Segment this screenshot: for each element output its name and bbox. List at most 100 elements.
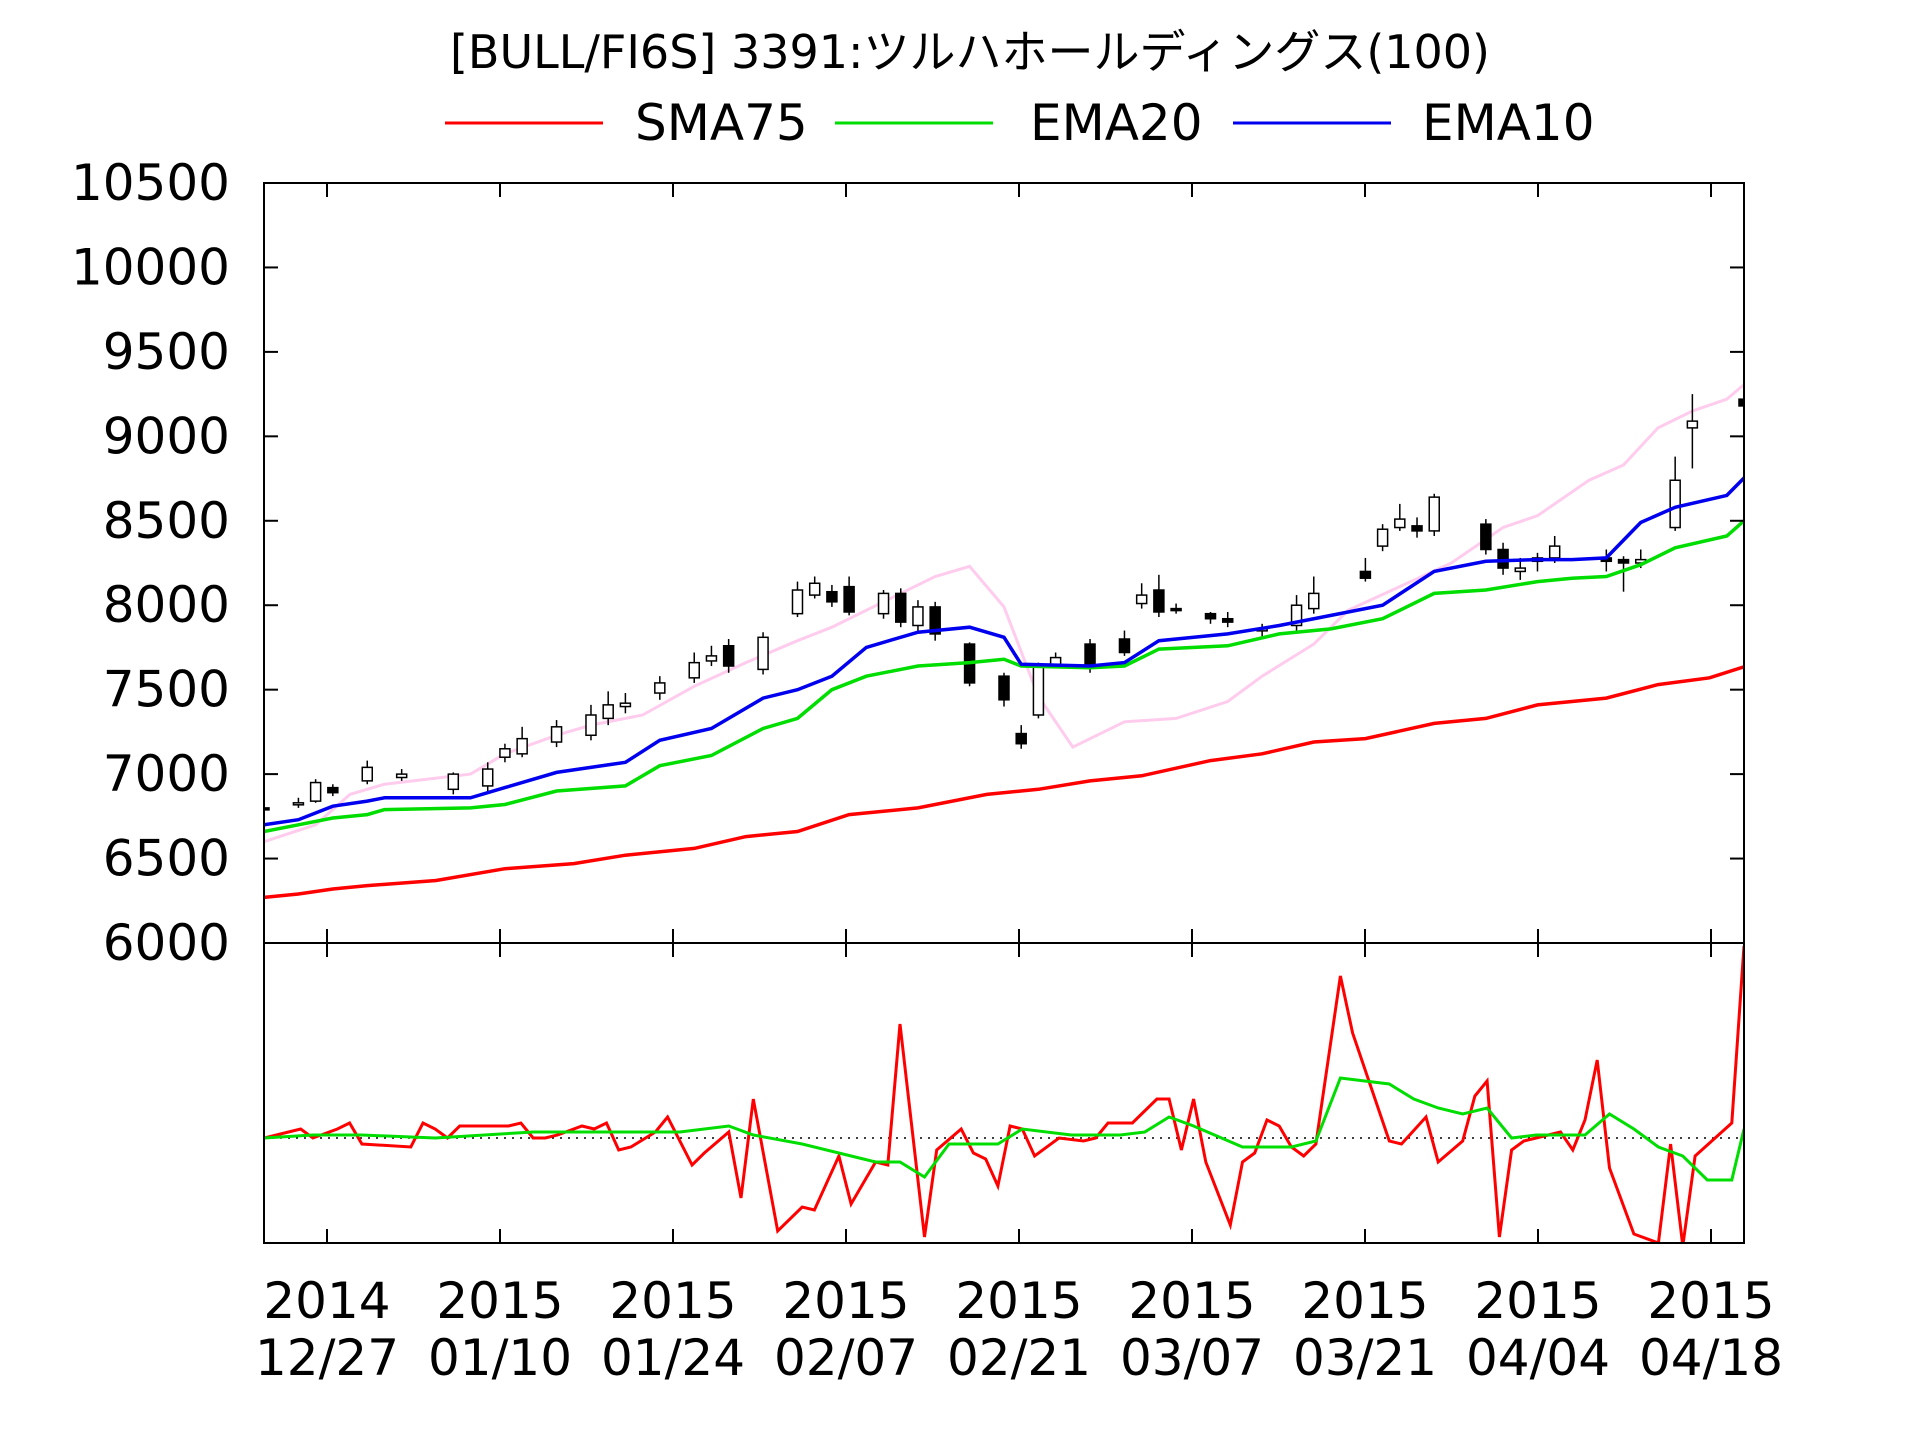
series-ema10 [264, 475, 1744, 827]
candle [1394, 503, 1406, 531]
candle [1135, 583, 1148, 609]
candle-body-down [826, 590, 838, 603]
candle [292, 797, 305, 808]
candle-body-down [1480, 523, 1492, 551]
candle [1497, 542, 1509, 575]
legend-label-sma75: SMA75 [635, 94, 808, 152]
candle [1308, 576, 1320, 614]
candle [894, 588, 907, 628]
candle [1359, 557, 1372, 582]
candle-body-up [602, 704, 614, 720]
candle [654, 676, 666, 700]
x-tick-year: 2015 [1474, 1272, 1601, 1330]
x-tick-year: 2015 [955, 1272, 1082, 1330]
x-tick-date: 01/10 [428, 1329, 572, 1387]
candle [1617, 556, 1630, 592]
candle [843, 576, 855, 616]
y-axis: 6000 6500 7000 7500 8000 8500 9000 9500 10000 105… [71, 154, 1744, 972]
x-tick-year: 2014 [263, 1272, 390, 1330]
candle [998, 672, 1010, 707]
envelope-line [264, 382, 1744, 844]
x-tick-year: 2015 [1647, 1272, 1774, 1330]
candle [688, 652, 700, 683]
oscillator-plot-frame [263, 942, 1745, 1244]
y-tick-label: 6000 [103, 914, 230, 972]
candle-body-down [327, 786, 339, 794]
x-tick-date: 02/07 [774, 1329, 918, 1387]
candle-body-down [1359, 570, 1372, 579]
candle-body-up [585, 714, 597, 737]
candle [1669, 456, 1681, 531]
x-tick-date: 04/04 [1466, 1329, 1610, 1387]
candle-body-down [843, 585, 855, 613]
candle [1153, 574, 1165, 618]
series-sma75 [264, 665, 1744, 900]
legend-label-ema20: EMA20 [1030, 94, 1203, 152]
oscillator-green-line [264, 1076, 1744, 1182]
y-tick-label: 9000 [103, 407, 230, 465]
candle-body-up [292, 802, 305, 806]
candle [826, 584, 838, 607]
candle-body-up [1135, 594, 1148, 605]
candle-body-up [619, 702, 632, 708]
candle-body-down [929, 606, 941, 635]
candle [1376, 524, 1389, 552]
x-tick-date: 04/18 [1639, 1329, 1783, 1387]
candle-body-down [1170, 607, 1182, 612]
candle-body-up [688, 661, 700, 679]
candle-body-down [264, 807, 270, 811]
x-axis: 201412/27201501/10201501/24201502/072015… [255, 183, 1783, 1387]
candle-body-up [309, 781, 322, 802]
candle-body-down [722, 645, 735, 667]
x-tick-date: 03/07 [1120, 1329, 1264, 1387]
x-tick-year: 2015 [1128, 1272, 1255, 1330]
candle-body-up [1376, 528, 1389, 547]
candle-body-up [877, 592, 890, 615]
candle [1290, 595, 1303, 631]
candle-body-up [1686, 420, 1699, 429]
candle-body-up [499, 748, 511, 758]
series-ema20 [264, 518, 1744, 834]
y-tick-label: 7000 [103, 745, 230, 803]
candle [705, 645, 718, 667]
candle [481, 762, 494, 791]
candle-body-down [998, 675, 1010, 701]
candle-body-up [1308, 592, 1320, 610]
candle [1480, 519, 1492, 555]
x-tick-year: 2015 [609, 1272, 736, 1330]
candle [1015, 725, 1027, 749]
candle [1738, 394, 1744, 417]
candle [309, 779, 322, 803]
y-tick-label: 7500 [103, 661, 230, 719]
candle-body-up [1428, 496, 1440, 532]
candle-body-up [447, 773, 460, 791]
candle [1170, 603, 1182, 614]
candle [499, 743, 511, 763]
candle [602, 691, 614, 726]
x-tick-year: 2015 [1301, 1272, 1428, 1330]
candle-body-up [516, 737, 528, 755]
legend-label-ema10: EMA10 [1422, 94, 1595, 152]
candle [757, 632, 769, 675]
candle-body-down [1221, 617, 1234, 623]
candle [585, 704, 597, 741]
candle [395, 769, 408, 781]
candle [912, 600, 924, 633]
candle-body-up [1514, 567, 1527, 573]
candle [1411, 517, 1423, 538]
x-tick-date: 02/21 [947, 1329, 1091, 1387]
y-tick-label: 6500 [103, 830, 230, 888]
candle-body-up [1669, 479, 1681, 529]
candle [327, 784, 339, 797]
candle [1032, 662, 1045, 719]
x-tick-date: 12/27 [255, 1329, 399, 1387]
candle [619, 693, 632, 714]
candle-body-up [395, 773, 408, 779]
candle-body-down [1411, 525, 1423, 532]
candle-body-up [912, 606, 924, 627]
candle-body-down [1153, 589, 1165, 613]
x-tick-date: 01/24 [601, 1329, 745, 1387]
candle-body-down [894, 592, 907, 623]
y-tick-label: 8000 [103, 576, 230, 634]
